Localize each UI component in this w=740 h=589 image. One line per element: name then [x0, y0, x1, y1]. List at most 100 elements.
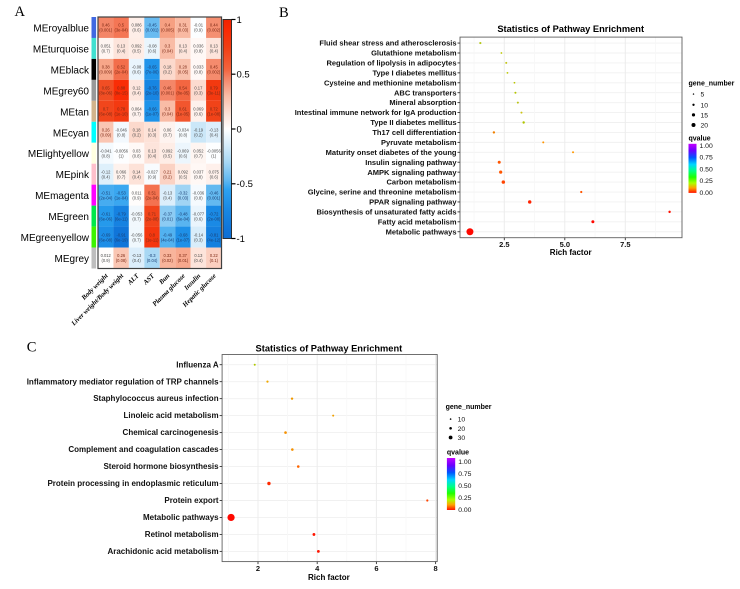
svg-text:(0.5): (0.5)	[132, 49, 141, 54]
svg-text:5.0: 5.0	[560, 240, 570, 249]
svg-text:2: 2	[256, 564, 260, 573]
svg-text:(0.6): (0.6)	[179, 153, 188, 158]
svg-text:0.00: 0.00	[700, 190, 713, 197]
svg-text:15: 15	[701, 112, 709, 119]
svg-text:(2e-08): (2e-08)	[207, 216, 221, 221]
svg-text:0.4: 0.4	[165, 23, 171, 28]
svg-text:-0.69: -0.69	[101, 232, 111, 237]
svg-text:(0.04): (0.04)	[147, 258, 158, 263]
svg-text:-0.72: -0.72	[209, 211, 219, 216]
svg-text:(0.4): (0.4)	[194, 258, 203, 263]
svg-text:Statistics of Pathway Enrichme: Statistics of Pathway Enrichment	[497, 24, 644, 34]
svg-text:Retinol metabolism: Retinol metabolism	[145, 530, 219, 539]
svg-text:(0.5): (0.5)	[163, 153, 172, 158]
svg-text:0.54: 0.54	[179, 86, 188, 91]
svg-text:0.61: 0.61	[179, 107, 188, 112]
svg-text:0.65: 0.65	[102, 86, 111, 91]
svg-text:0.051: 0.051	[101, 44, 112, 49]
svg-text:(0.01): (0.01)	[162, 216, 173, 221]
svg-text:(0.6): (0.6)	[210, 174, 219, 179]
svg-text:(0.8): (0.8)	[102, 153, 111, 158]
svg-text:0.13: 0.13	[210, 44, 219, 49]
svg-text:0.06: 0.06	[163, 128, 172, 133]
svg-text:-0.14: -0.14	[194, 232, 204, 237]
svg-text:-0.3: -0.3	[149, 253, 157, 258]
svg-text:(0.9): (0.9)	[194, 28, 203, 33]
svg-text:MElightyellow: MElightyellow	[28, 149, 90, 160]
svg-text:qvalue: qvalue	[689, 135, 711, 142]
svg-text:gene_number: gene_number	[689, 81, 735, 88]
svg-text:-0.12: -0.12	[101, 169, 111, 174]
svg-text:(1e-10): (1e-10)	[115, 112, 129, 117]
svg-text:0.092: 0.092	[178, 169, 189, 174]
svg-text:(8e-15): (8e-15)	[115, 91, 129, 96]
svg-text:(0.6): (0.6)	[132, 28, 141, 33]
svg-text:A: A	[15, 4, 26, 20]
svg-text:0.72: 0.72	[210, 107, 219, 112]
svg-text:(0.8): (0.8)	[117, 133, 126, 138]
svg-text:(0.7): (0.7)	[194, 153, 203, 158]
svg-text:(0.2): (0.2)	[163, 174, 172, 179]
svg-text:0.037: 0.037	[193, 169, 204, 174]
svg-text:0.25: 0.25	[458, 495, 471, 502]
svg-text:(0.8): (0.8)	[132, 153, 141, 158]
svg-text:Type II diabetes mellitus: Type II diabetes mellitus	[370, 118, 456, 127]
svg-text:0.064: 0.064	[131, 107, 142, 112]
svg-text:-0.19: -0.19	[194, 128, 204, 133]
svg-text:(1e-07): (1e-07)	[176, 237, 190, 242]
svg-text:MEmagenta: MEmagenta	[35, 191, 89, 202]
svg-text:PPAR signaling pathway: PPAR signaling pathway	[369, 198, 457, 207]
svg-text:Inflammatory mediator regulati: Inflammatory mediator regulation of TRP …	[27, 377, 219, 386]
svg-text:0.14: 0.14	[133, 169, 142, 174]
svg-text:(6e-19): (6e-19)	[115, 237, 129, 242]
svg-text:(0.03): (0.03)	[178, 28, 189, 33]
svg-text:MEtan: MEtan	[60, 107, 89, 118]
svg-text:(0.04): (0.04)	[162, 112, 173, 117]
svg-text:(0.09): (0.09)	[100, 133, 111, 138]
svg-text:AMPK signaling pathway: AMPK signaling pathway	[367, 168, 457, 177]
svg-text:(0.6): (0.6)	[194, 216, 203, 221]
svg-text:0.79: 0.79	[210, 86, 219, 91]
svg-text:(0.4): (0.4)	[117, 49, 126, 54]
svg-text:qvalue: qvalue	[447, 450, 469, 457]
svg-text:1.00: 1.00	[458, 459, 471, 466]
svg-text:Carbon metabolism: Carbon metabolism	[386, 178, 456, 187]
svg-text:0.25: 0.25	[700, 178, 713, 185]
svg-text:(0.005): (0.005)	[161, 28, 175, 33]
svg-text:(0.3): (0.3)	[148, 133, 157, 138]
svg-text:(4e-04): (4e-04)	[161, 237, 175, 242]
svg-text:0.13: 0.13	[194, 253, 203, 258]
svg-text:Regulation of lipolysis in adi: Regulation of lipolysis in adipocytes	[326, 59, 456, 68]
svg-text:(0.001): (0.001)	[99, 28, 113, 33]
svg-text:(2e-04): (2e-04)	[115, 70, 129, 75]
svg-text:0.066: 0.066	[116, 169, 127, 174]
svg-text:-1: -1	[237, 234, 245, 245]
svg-text:0.18: 0.18	[133, 128, 142, 133]
svg-text:Pyruvate metabolism: Pyruvate metabolism	[381, 138, 457, 147]
svg-text:(1): (1)	[119, 153, 125, 158]
svg-text:-0.077: -0.077	[193, 211, 205, 216]
svg-text:(0.7): (0.7)	[132, 216, 141, 221]
svg-text:0.78: 0.78	[117, 107, 126, 112]
svg-text:-0.041: -0.041	[100, 148, 112, 153]
svg-text:Maturity onset diabetes of the: Maturity onset diabetes of the young	[326, 148, 457, 157]
svg-text:0.12: 0.12	[133, 86, 142, 91]
svg-text:Glycine, serine and threonine: Glycine, serine and threonine metabolism	[308, 188, 457, 197]
svg-text:-0.01: -0.01	[194, 23, 204, 28]
svg-text:0.036: 0.036	[193, 44, 204, 49]
svg-text:-0.069: -0.069	[177, 148, 189, 153]
svg-text:Mineral absorption: Mineral absorption	[389, 98, 457, 107]
svg-text:-0.65: -0.65	[147, 65, 157, 70]
svg-text:(6e-06): (6e-06)	[99, 216, 113, 221]
svg-text:Protein processing in endoplas: Protein processing in endoplasmic reticu…	[47, 479, 218, 488]
svg-text:-0.036: -0.036	[193, 190, 205, 195]
svg-text:(0.2): (0.2)	[132, 133, 141, 138]
svg-text:(0.01): (0.01)	[178, 258, 189, 263]
svg-text:-0.46: -0.46	[209, 190, 219, 195]
svg-text:4: 4	[315, 564, 320, 573]
svg-text:8: 8	[434, 564, 438, 573]
svg-text:0.17: 0.17	[194, 86, 203, 91]
svg-text:0.8: 0.8	[149, 232, 155, 237]
svg-text:(0.001): (0.001)	[146, 28, 160, 33]
svg-text:MEgreenyellow: MEgreenyellow	[21, 233, 90, 244]
